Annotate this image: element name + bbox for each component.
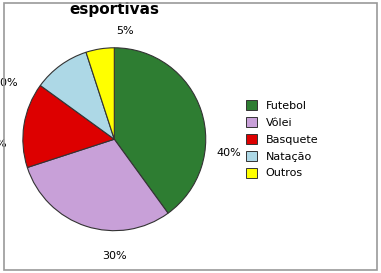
Wedge shape <box>23 85 114 168</box>
Wedge shape <box>86 48 114 139</box>
Wedge shape <box>114 48 206 213</box>
Text: 40%: 40% <box>216 148 241 158</box>
Wedge shape <box>27 139 168 231</box>
Legend: Futebol, Vôlei, Basquete, Natação, Outros: Futebol, Vôlei, Basquete, Natação, Outro… <box>246 100 318 178</box>
Text: 15%: 15% <box>0 139 8 149</box>
Title: Preferência por modalidades
esportivas: Preferência por modalidades esportivas <box>0 0 238 17</box>
Text: 5%: 5% <box>117 26 134 36</box>
Wedge shape <box>40 52 114 139</box>
Text: 30%: 30% <box>102 251 126 261</box>
Text: 10%: 10% <box>0 78 19 88</box>
